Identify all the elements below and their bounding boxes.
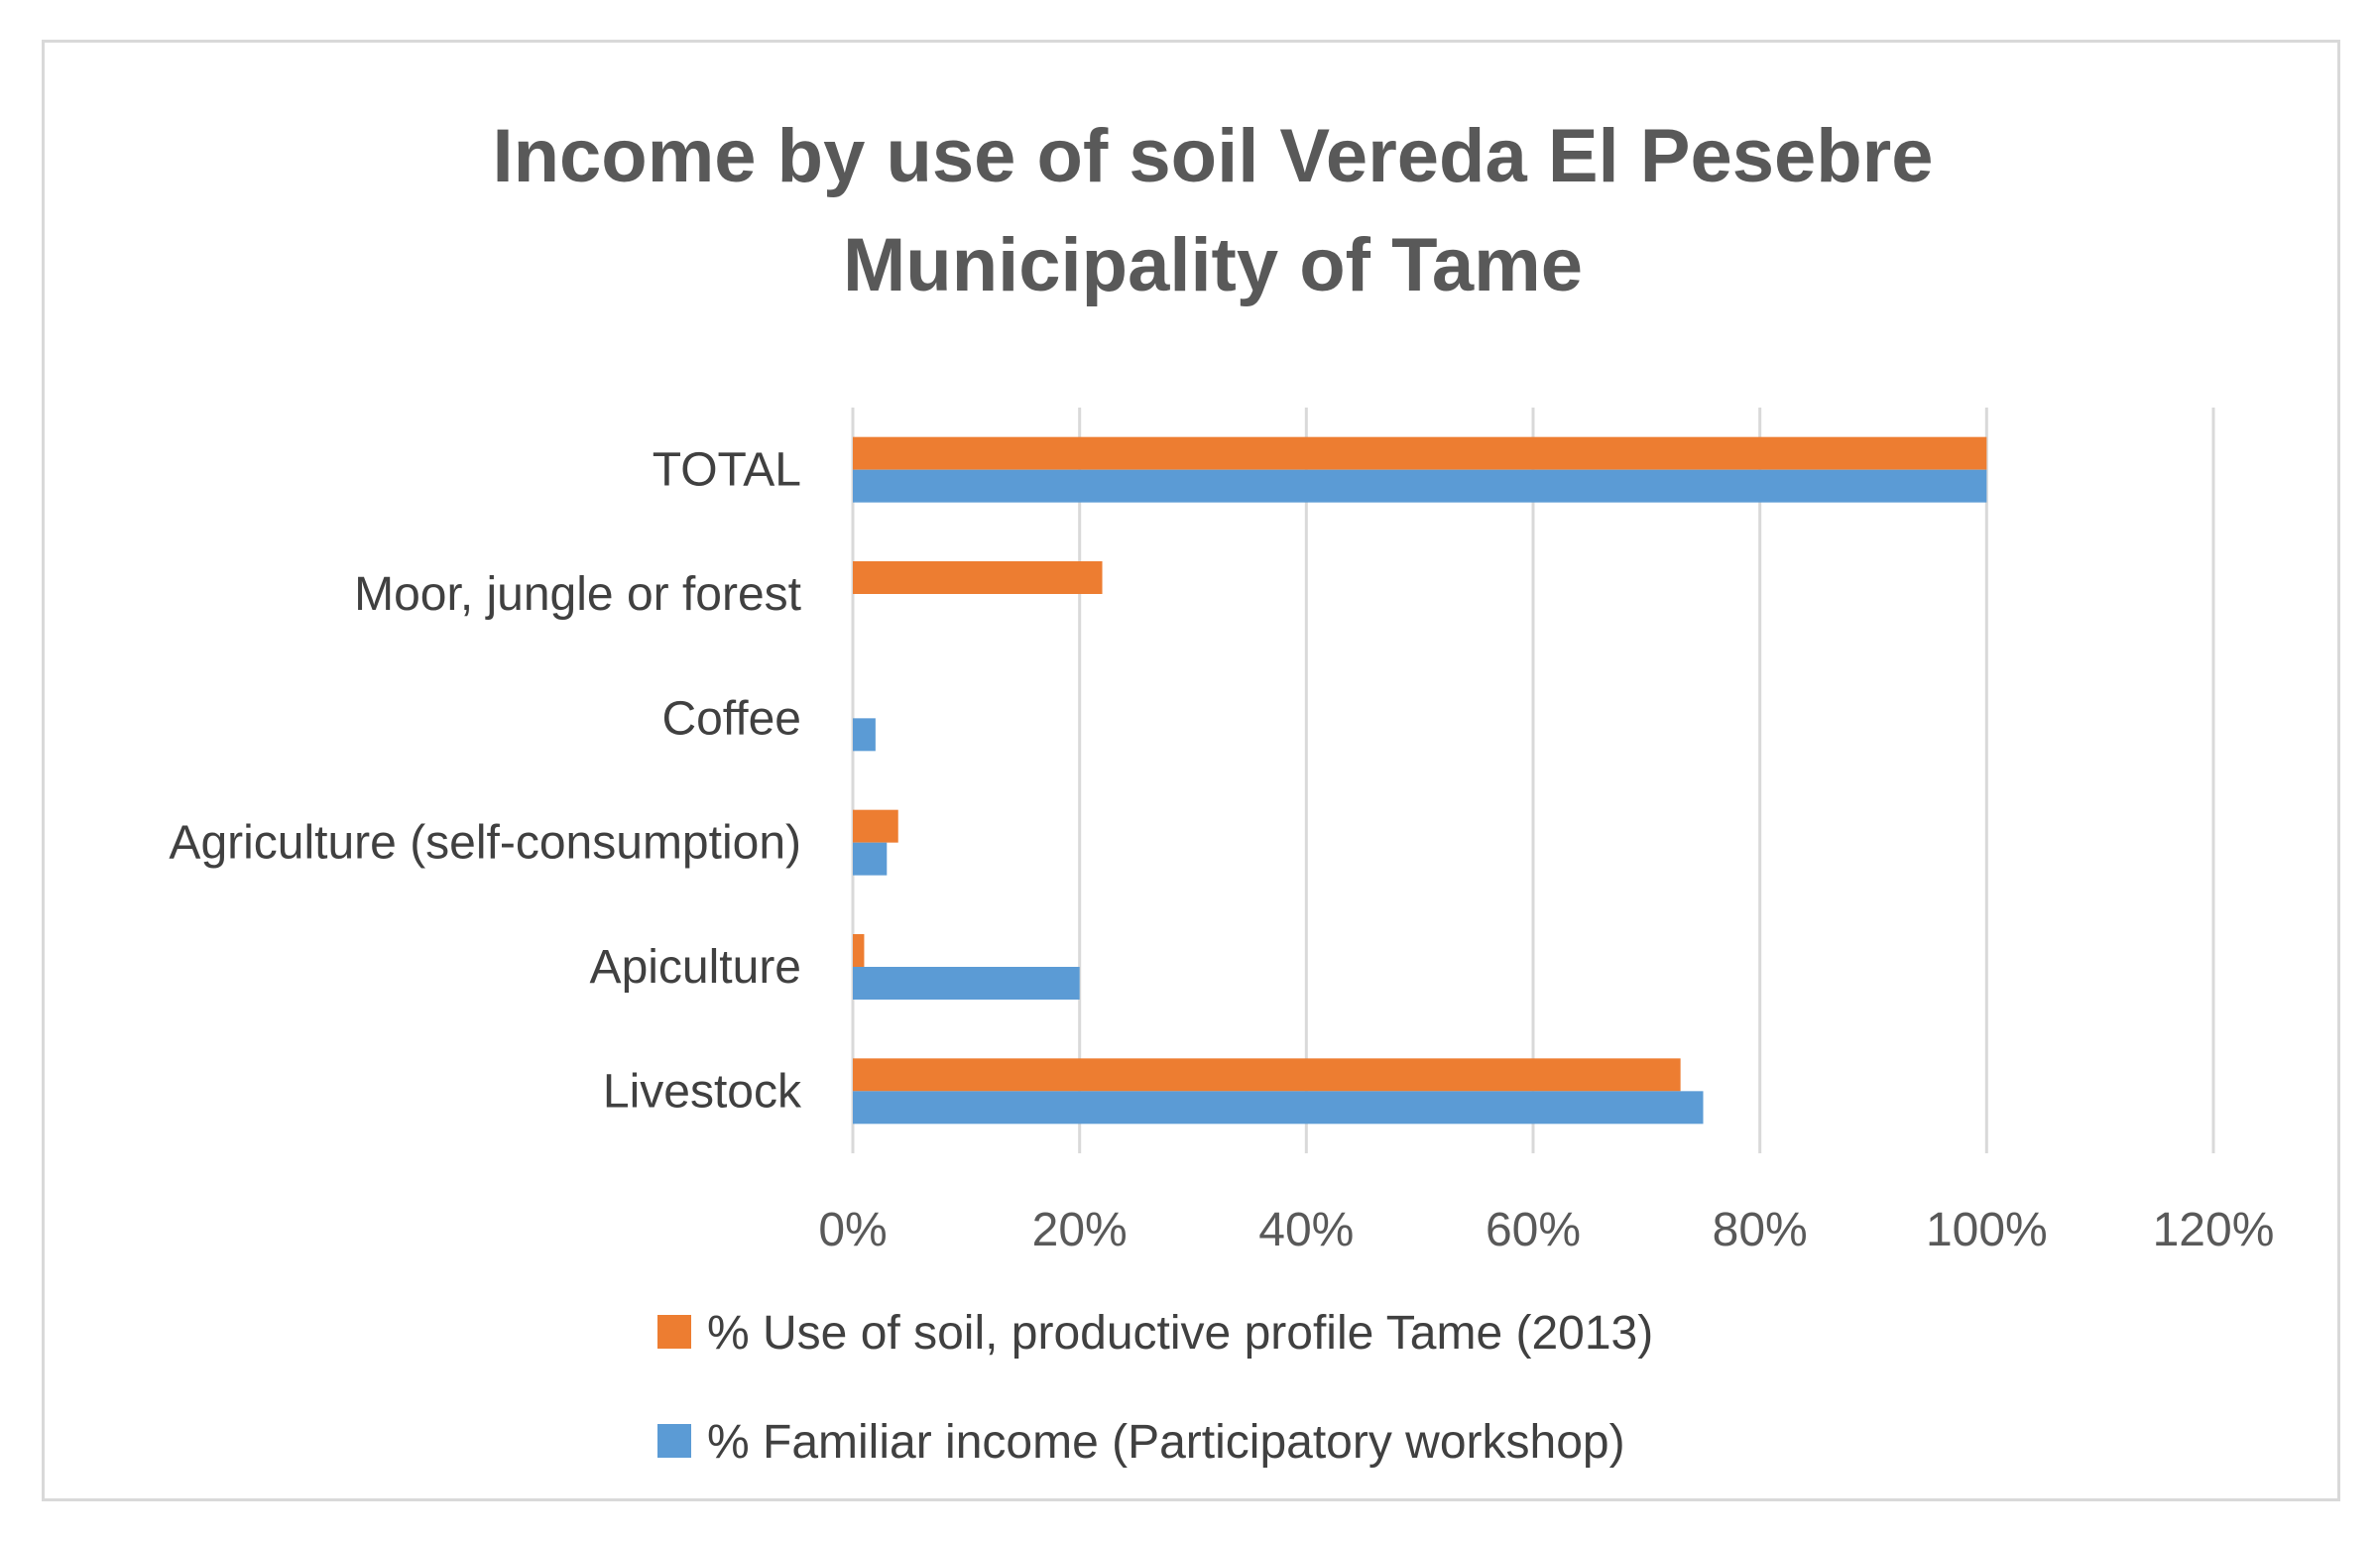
category-labels: TOTAL Moor, jungle or forest Coffee Agricul… <box>169 444 802 1119</box>
category-label-4: Apiculture <box>590 941 801 994</box>
bars <box>853 436 1987 1125</box>
x-axis-tick-labels: 0% 20% 40% 60% 80% 100% 120% <box>818 1204 2274 1256</box>
bar-income-3 <box>853 842 888 876</box>
x-tick-label-6: 120% <box>2153 1204 2275 1256</box>
legend-label-1: % Familiar income (Participatory worksho… <box>707 1416 1625 1469</box>
x-tick-label-5: 100% <box>1926 1204 2048 1256</box>
legend-swatch-1 <box>657 1424 691 1458</box>
bar-soil-1 <box>853 561 1103 594</box>
legend: % Use of soil, productive profile Tame (… <box>657 1307 1653 1469</box>
x-tick-label-3: 60% <box>1486 1204 1581 1256</box>
chart-title-line-2: Municipality of Tame <box>843 223 1583 307</box>
x-tick-label-0: 0% <box>818 1204 887 1256</box>
bar-income-2 <box>853 718 876 752</box>
bar-soil-3 <box>853 809 898 843</box>
category-label-1: Moor, jungle or forest <box>354 568 801 621</box>
x-tick-label-4: 80% <box>1713 1204 1808 1256</box>
legend-label-0: % Use of soil, productive profile Tame (… <box>707 1307 1653 1360</box>
bar-chart: Income by use of soil Vereda El Pesebre … <box>169 114 2274 1469</box>
bar-soil-4 <box>853 934 865 967</box>
chart-title-line-1: Income by use of soil Vereda El Pesebre <box>492 114 1933 198</box>
category-label-5: Livestock <box>603 1065 802 1118</box>
x-tick-label-1: 20% <box>1032 1204 1128 1256</box>
x-tick-label-2: 40% <box>1258 1204 1354 1256</box>
bar-income-0 <box>853 469 1987 503</box>
category-label-3: Agriculture (self-consumption) <box>169 817 801 870</box>
bar-soil-5 <box>853 1058 1681 1092</box>
bar-income-4 <box>853 967 1080 1000</box>
legend-swatch-0 <box>657 1315 691 1349</box>
chart-frame: Income by use of soil Vereda El Pesebre … <box>42 40 2340 1501</box>
bar-soil-0 <box>853 436 1987 470</box>
category-label-0: TOTAL <box>653 444 801 497</box>
bar-income-5 <box>853 1091 1704 1125</box>
category-label-2: Coffee <box>661 692 801 745</box>
gridlines <box>851 408 2215 1153</box>
